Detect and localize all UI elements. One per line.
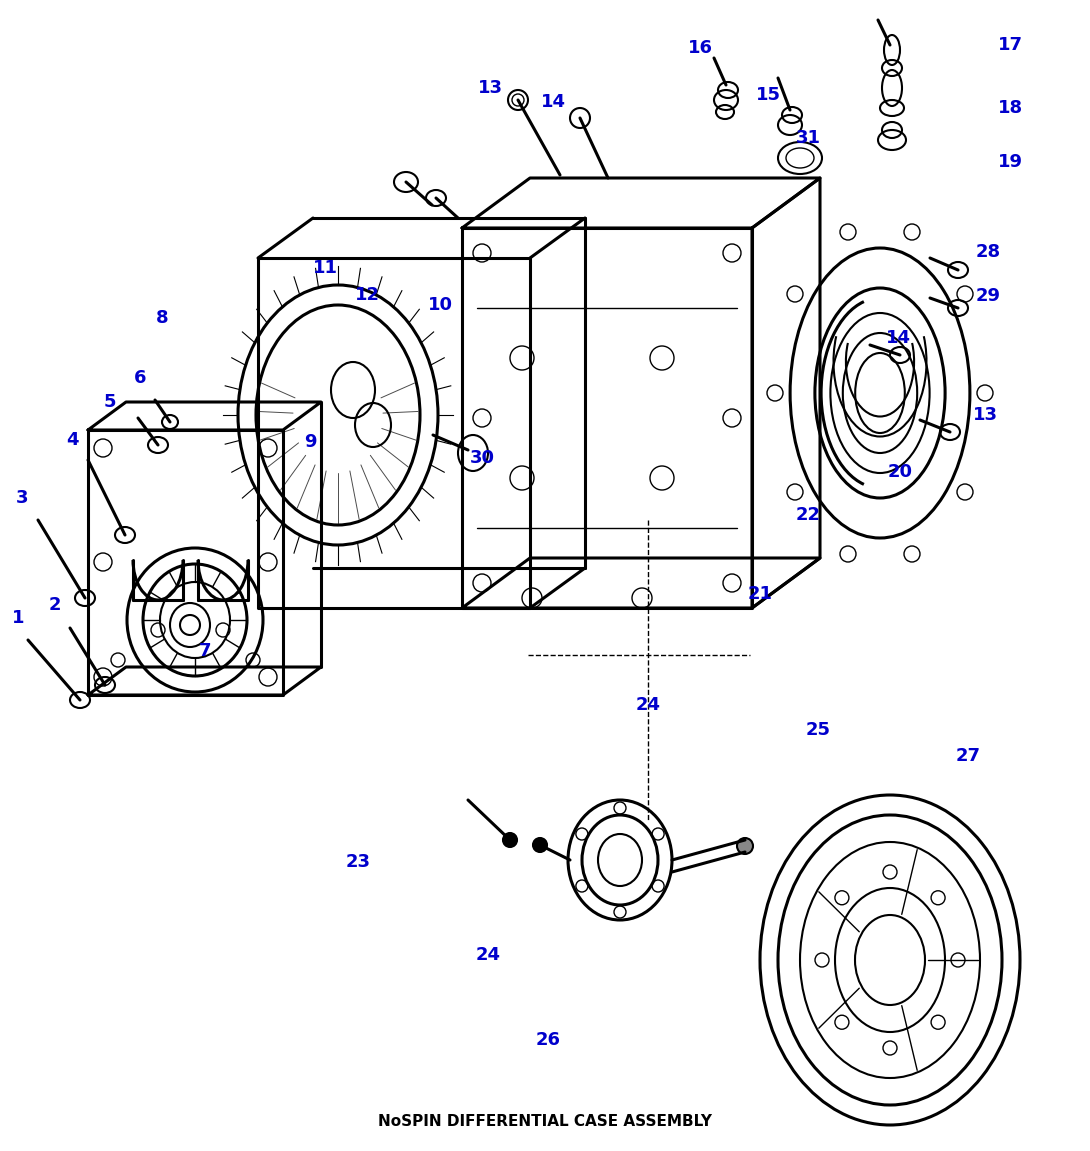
Text: 21: 21 [748, 585, 773, 603]
Text: 16: 16 [688, 39, 713, 58]
Text: 6: 6 [134, 369, 146, 387]
Text: 14: 14 [885, 329, 910, 346]
Text: NoSPIN DIFFERENTIAL CASE ASSEMBLY: NoSPIN DIFFERENTIAL CASE ASSEMBLY [378, 1113, 712, 1128]
Text: 12: 12 [354, 285, 379, 304]
Circle shape [737, 838, 753, 854]
Text: 4: 4 [65, 430, 78, 449]
Text: 22: 22 [796, 506, 821, 524]
Text: 8: 8 [156, 308, 168, 327]
Circle shape [533, 838, 547, 852]
Text: 13: 13 [477, 79, 502, 97]
Text: 14: 14 [541, 93, 566, 110]
Text: 24: 24 [475, 946, 500, 965]
Text: 3: 3 [15, 489, 28, 506]
Text: 15: 15 [755, 86, 780, 104]
Text: 5: 5 [104, 392, 117, 411]
Text: 20: 20 [887, 463, 912, 481]
Text: 23: 23 [346, 853, 371, 871]
Text: 19: 19 [997, 153, 1022, 171]
Text: 9: 9 [304, 433, 316, 451]
Text: 24: 24 [635, 696, 661, 714]
Text: 11: 11 [313, 259, 338, 277]
Circle shape [502, 833, 517, 847]
Text: 2: 2 [49, 596, 61, 613]
Text: 7: 7 [198, 642, 211, 660]
Text: 26: 26 [535, 1031, 560, 1049]
Text: 17: 17 [997, 36, 1022, 54]
Text: 10: 10 [427, 296, 452, 314]
Text: 25: 25 [806, 721, 831, 739]
Text: 30: 30 [470, 449, 495, 467]
Text: 28: 28 [976, 243, 1001, 261]
Text: 1: 1 [12, 609, 24, 627]
Text: 31: 31 [796, 129, 821, 147]
Text: 27: 27 [956, 747, 981, 765]
Text: 13: 13 [972, 406, 997, 424]
Text: 18: 18 [997, 99, 1022, 117]
Text: 29: 29 [976, 287, 1001, 305]
